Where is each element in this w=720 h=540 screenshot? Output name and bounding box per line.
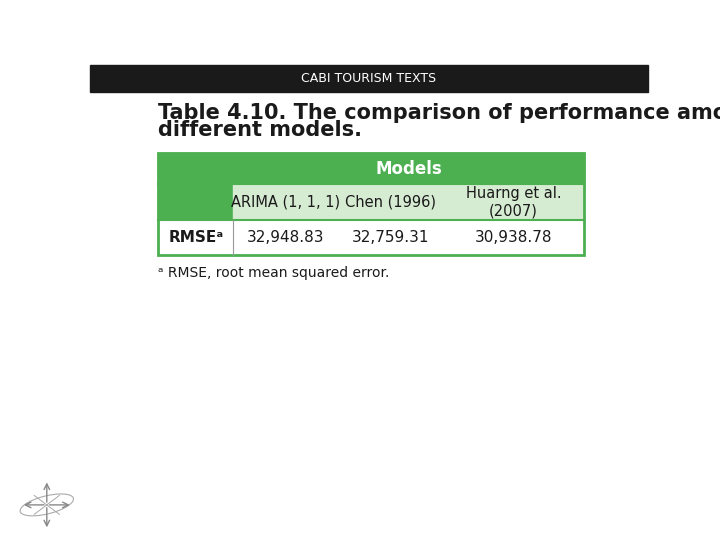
Bar <box>233 184 585 220</box>
Text: 32,759.31: 32,759.31 <box>351 230 429 245</box>
Bar <box>90 65 648 92</box>
Text: different models.: different models. <box>158 120 362 140</box>
Text: 32,948.83: 32,948.83 <box>247 230 325 245</box>
Text: RMSEᵃ: RMSEᵃ <box>168 230 223 245</box>
Text: CABI TOURISM TEXTS: CABI TOURISM TEXTS <box>302 72 436 85</box>
Text: Huarng et al.
(2007): Huarng et al. (2007) <box>466 186 562 219</box>
Text: Models: Models <box>376 160 442 178</box>
Text: ARIMA (1, 1, 1): ARIMA (1, 1, 1) <box>231 195 341 210</box>
Bar <box>158 153 585 184</box>
Text: Chen (1996): Chen (1996) <box>345 195 436 210</box>
Bar <box>158 153 585 255</box>
Bar <box>158 220 585 255</box>
Text: Table 4.10. The comparison of performance among: Table 4.10. The comparison of performanc… <box>158 103 720 123</box>
Bar <box>158 184 233 220</box>
Text: 30,938.78: 30,938.78 <box>474 230 552 245</box>
Text: ᵃ RMSE, root mean squared error.: ᵃ RMSE, root mean squared error. <box>158 266 390 280</box>
